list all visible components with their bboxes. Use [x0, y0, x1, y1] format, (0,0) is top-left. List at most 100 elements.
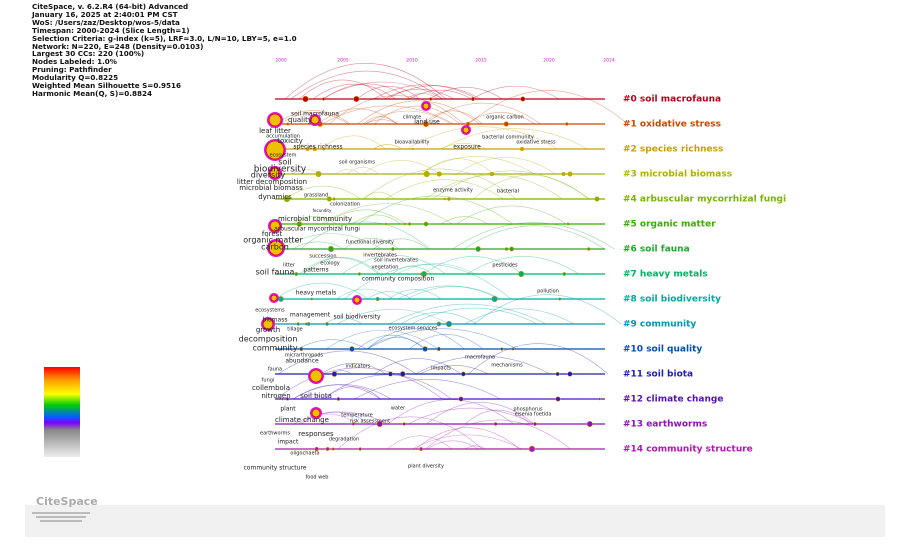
citation-arc — [328, 95, 465, 125]
citation-arc — [472, 174, 589, 200]
citation-arc — [456, 157, 556, 175]
node — [561, 171, 566, 177]
citation-arc — [386, 85, 481, 100]
node — [349, 346, 355, 352]
node — [315, 170, 322, 178]
keyword-label: invertebrates — [363, 253, 397, 259]
keyword-label: soil biota — [300, 392, 332, 400]
keyword-label: enzyme activity — [433, 188, 473, 194]
citation-arc — [293, 411, 388, 425]
keyword-label: climate — [403, 115, 422, 121]
citation-arc — [352, 214, 401, 225]
summary-line: January 16, 2025 at 2:40:01 PM CST — [32, 9, 178, 19]
keyword-label: earthworms — [260, 431, 290, 437]
node — [302, 95, 309, 103]
citation-arc — [358, 195, 513, 225]
citation-arc — [397, 285, 500, 300]
node — [555, 371, 560, 377]
citation-arc — [297, 339, 367, 350]
year-label: 2005 — [337, 58, 349, 64]
citation-arc — [363, 116, 397, 125]
keyword-label: functional diversity — [346, 240, 394, 246]
cluster-label: #1 oxidative stress — [623, 120, 721, 130]
keyword-label: land use — [414, 119, 440, 126]
keyword-label: organic carbon — [486, 115, 523, 121]
keyword-label: fauna — [268, 367, 282, 373]
node — [493, 422, 498, 426]
node — [533, 422, 537, 426]
network-summary: CiteSpace, v. 6.2.R4 (64-bit) Advanced Ja… — [32, 3, 297, 98]
keyword-label: plant — [280, 406, 296, 413]
hub-node-core — [309, 369, 323, 383]
citation-arc — [275, 367, 443, 400]
citation-arc — [278, 350, 417, 375]
logo-text: CiteSpace — [36, 495, 98, 508]
keyword-label: macrofauna — [465, 355, 495, 361]
cluster-label: #6 soil fauna — [623, 245, 690, 255]
hub-node-core — [310, 115, 320, 125]
summary-line: Largest 30 CCs: 220 (100%) — [32, 49, 145, 59]
node — [402, 422, 406, 426]
citation-arc — [415, 355, 551, 375]
node — [283, 195, 291, 203]
citation-arc — [409, 89, 472, 100]
citation-arc — [471, 85, 560, 100]
node — [565, 122, 569, 126]
summary-line: WoS: /Users/zaz/Desktop/wos-5/data — [32, 17, 180, 27]
citation-arc — [362, 191, 395, 200]
citation-arc — [364, 110, 452, 125]
citation-arc — [411, 307, 538, 325]
citation-arc — [465, 112, 535, 125]
hub-node-core — [311, 408, 321, 418]
citation-arc — [440, 216, 488, 225]
citation-arc — [354, 379, 501, 400]
node — [423, 170, 430, 178]
hub-node-core — [270, 294, 278, 302]
node — [278, 296, 284, 302]
node — [419, 446, 424, 452]
citation-arc — [301, 394, 324, 400]
keyword-label: vegetation — [372, 265, 399, 271]
citation-arc — [409, 334, 484, 350]
hub-node-core — [353, 296, 361, 304]
summary-line: Timespan: 2000-2024 (Slice Length=1) — [32, 25, 190, 35]
citation-arc — [387, 399, 514, 425]
citation-arc — [336, 308, 450, 325]
hub-node-core — [269, 220, 281, 232]
keyword-label: litter — [283, 263, 296, 269]
citation-arc — [373, 105, 461, 125]
citation-arc — [426, 440, 479, 450]
node — [519, 146, 525, 152]
cluster-label: #8 soil biodiversity — [623, 295, 721, 305]
color-legend — [44, 367, 80, 457]
keyword-label: soil organisms — [339, 160, 375, 166]
citation-arc — [336, 288, 394, 300]
node — [327, 245, 335, 253]
keyword-label: organic matter — [243, 236, 303, 245]
keyword-label: oligochaeta — [290, 451, 319, 457]
keyword-label: biodiversity — [254, 165, 307, 175]
keyword-label: micrarthropods — [285, 353, 324, 359]
year-label: 2024 — [603, 58, 615, 64]
keyword-label: ecosystem — [270, 153, 297, 159]
node — [407, 222, 412, 226]
citation-arc — [388, 303, 547, 325]
node — [353, 95, 360, 103]
citation-arc — [285, 185, 361, 200]
cluster-label: #13 earthworms — [623, 420, 707, 430]
cluster-label: #0 soil macrofauna — [623, 95, 721, 105]
keyword-label: eisenia foetida — [515, 412, 552, 418]
node — [285, 397, 290, 401]
cluster-label: #7 heavy metals — [623, 270, 708, 280]
keyword-label: colonization — [330, 202, 360, 208]
node — [489, 171, 495, 177]
citation-arc — [322, 105, 454, 125]
keyword-label: mechanisms — [491, 363, 523, 369]
citation-arc — [324, 386, 381, 400]
citation-arc — [412, 434, 522, 450]
keyword-label: growth — [256, 326, 280, 334]
citation-arc — [300, 411, 370, 425]
node — [423, 221, 429, 227]
keyword-label: oxidative stress — [516, 140, 556, 146]
citation-arc — [291, 144, 315, 150]
